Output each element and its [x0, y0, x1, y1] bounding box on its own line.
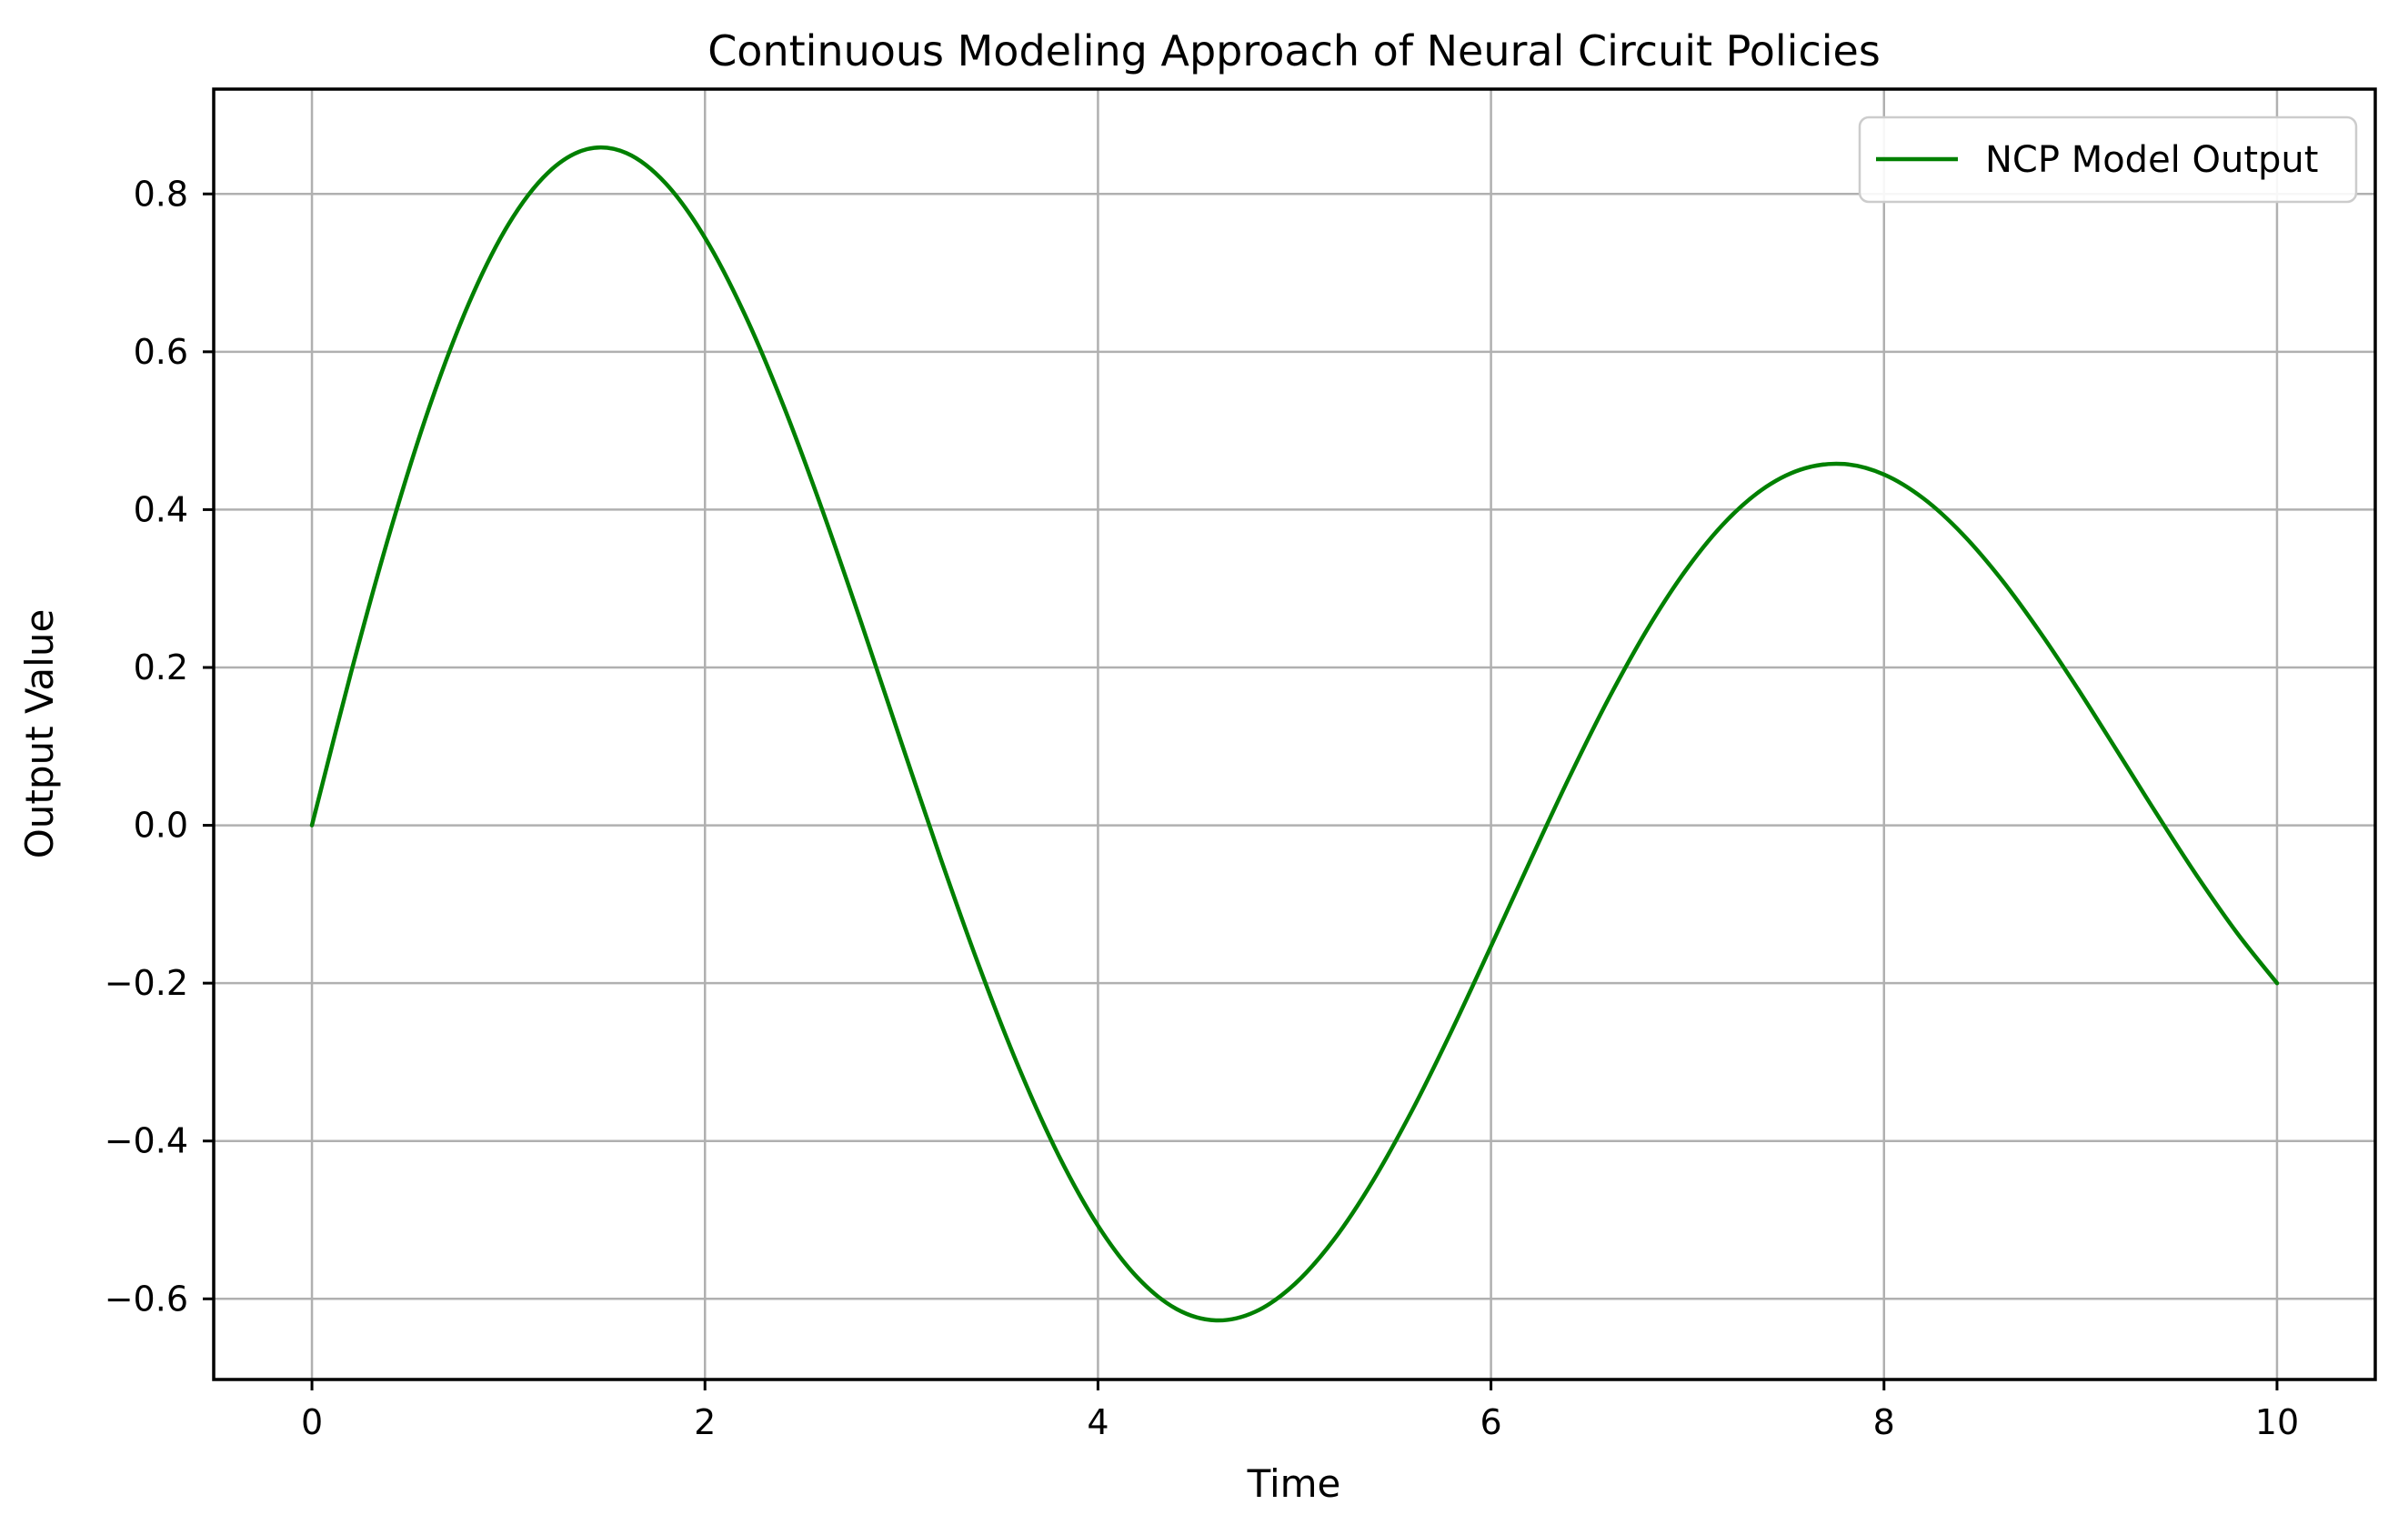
y-tick-label: 0.8: [134, 174, 188, 214]
y-tick-label: −0.4: [105, 1121, 188, 1161]
legend: NCP Model Output: [1858, 115, 2358, 204]
axis-ticks: 0 2 4 6 8 10 0.8 0.6 0.4 0.2 0.0 −0.2 −0.4 −0.6: [105, 174, 2299, 1442]
legend-box: [1858, 115, 2358, 204]
y-tick-label: −0.6: [105, 1279, 188, 1319]
axes-frame: [212, 87, 2377, 1381]
x-tick-label: 2: [694, 1402, 716, 1442]
y-tick-label: 0.6: [134, 332, 188, 372]
x-tick-label: 0: [301, 1402, 323, 1442]
series-lines: [309, 145, 2280, 1323]
y-tick-label: 0.4: [134, 489, 188, 529]
legend-label: NCP Model Output: [1985, 139, 2318, 181]
x-tick-label: 10: [2255, 1402, 2299, 1442]
gridlines: [214, 89, 2375, 1379]
y-axis-label: Output Value: [17, 609, 62, 859]
x-tick-label: 6: [1480, 1402, 1501, 1442]
y-tick-label: 0.2: [134, 647, 188, 687]
chart-title: Continuous Modeling Approach of Neural C…: [707, 26, 1881, 75]
y-tick-label: −0.2: [105, 963, 188, 1003]
x-tick-label: 8: [1873, 1402, 1895, 1442]
x-tick-label: 4: [1087, 1402, 1109, 1442]
x-axis-label: Time: [1247, 1461, 1341, 1506]
y-tick-label: 0.0: [134, 806, 188, 846]
series-line-ncp-model-output: [309, 145, 2280, 1323]
